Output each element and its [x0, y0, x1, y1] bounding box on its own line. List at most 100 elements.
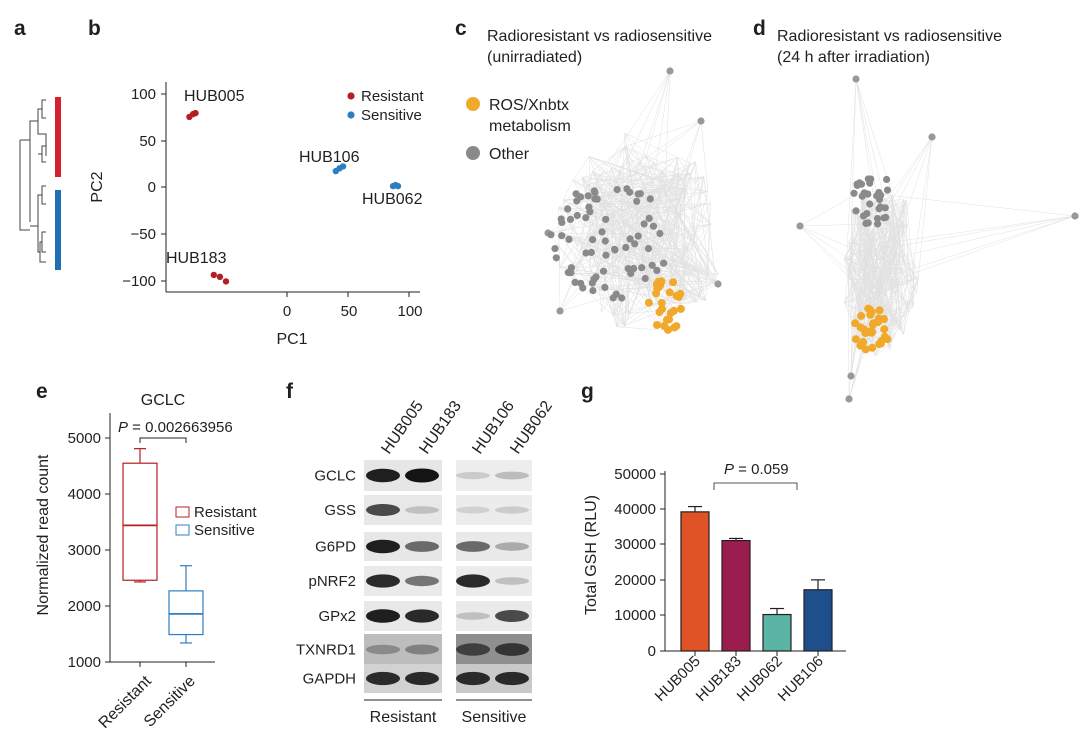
blot-band-g6pd-2	[456, 541, 490, 552]
boxplot-ytick-3000: 3000	[68, 542, 101, 559]
net-c-nodes	[544, 67, 722, 334]
net-c-ros-node-14	[662, 315, 671, 324]
net-d-other-node-7	[850, 189, 858, 197]
pca-point-resistant-4	[216, 273, 224, 280]
net-c-other-node-56	[602, 215, 610, 223]
pca-legend-sensitive: Sensitive	[361, 107, 422, 124]
net-c-other-node-0	[571, 278, 579, 286]
blot-band-gclc-0	[366, 468, 400, 483]
pca-point-resistant-2	[192, 109, 199, 117]
western-blot: HUB005 HUB183 HUB106 HUB062 GCLCGSSG6PDp…	[296, 398, 556, 726]
net-c-other-node-38	[623, 185, 631, 193]
pca-point-resistant-5	[222, 278, 230, 285]
panel-label-e: e	[36, 380, 48, 403]
bar-ytick-40000: 40000	[614, 501, 656, 518]
box-sensitive	[168, 565, 204, 644]
network-c-title-line2: (unirradiated)	[487, 49, 582, 66]
net-c-other-node-1	[660, 259, 668, 267]
pca-ytick-50: 50	[139, 133, 156, 150]
net-d-nodes	[796, 75, 1079, 403]
blot-band-gapdh-0	[366, 671, 400, 686]
net-c-other-node-20	[611, 245, 619, 253]
net-c-other-node-10	[649, 222, 658, 230]
net-d-outlier-node-5	[847, 372, 855, 380]
net-d-ros-node-21	[861, 329, 870, 337]
net-c-ros-node-1	[672, 322, 681, 331]
network-d-graph	[796, 75, 1079, 403]
net-d-outlier-node-1	[928, 133, 936, 141]
blot-band-gss-0	[366, 504, 400, 516]
blot-row-gss: GSS	[324, 495, 532, 525]
net-d-ros-node-19	[883, 335, 892, 344]
net-d-other-node-21	[873, 214, 882, 223]
net-c-ros-node-24	[672, 292, 681, 300]
net-c-other-node-7	[656, 229, 664, 238]
net-c-other-node-40	[552, 254, 560, 262]
net-d-outlier-node-4	[845, 395, 853, 403]
net-c-other-node-48	[589, 236, 597, 244]
net-c-other-node-69	[565, 235, 573, 243]
pca-ytick-0: 0	[148, 179, 156, 196]
network-d-title-line2: (24 h after irradiation)	[777, 49, 930, 66]
blot-band-txnrd1-1	[405, 644, 439, 655]
network-irradiated: Radioresistant vs radiosensitive (24 h a…	[777, 28, 1079, 403]
net-c-other-node-52	[582, 249, 590, 257]
net-c-other-node-65	[627, 269, 635, 277]
pca-label-hub183: HUB183	[166, 250, 227, 267]
blot-band-g6pd-1	[405, 541, 439, 552]
net-c-other-node-44	[644, 245, 653, 253]
net-d-ros-node-28	[851, 319, 860, 328]
net-c-other-node-58	[591, 189, 599, 197]
panel-label-c: c	[455, 17, 467, 40]
blot-band-pnrf2-3	[495, 577, 529, 585]
net-d-ros-node-29	[865, 305, 874, 314]
net-d-other-node-23	[859, 212, 868, 220]
blot-label-pnrf2: pNRF2	[308, 573, 356, 590]
blot-band-pnrf2-0	[366, 574, 400, 588]
boxplot-title: GCLC	[141, 392, 185, 409]
net-c-ros-node-23	[655, 308, 664, 317]
net-c-ros-node-10	[652, 289, 661, 298]
panel-label-d: d	[753, 17, 766, 40]
blot-band-pnrf2-2	[456, 574, 490, 588]
pca-label-hub062: HUB062	[362, 191, 423, 208]
blot-band-gpx2-0	[366, 609, 400, 623]
pca-ytick-minus100: −100	[122, 273, 156, 290]
net-d-other-node-3	[883, 175, 891, 184]
net-d-outlier-node-3	[1071, 212, 1079, 220]
legend-ros-marker	[466, 97, 480, 111]
net-c-other-node-27	[634, 190, 642, 198]
network-c-graph	[544, 67, 722, 334]
pca-legend-sensitive-marker	[347, 111, 355, 119]
blot-label-txnrd1: TXNRD1	[296, 642, 356, 659]
pca-ytick-100: 100	[131, 86, 156, 103]
panel-label-f: f	[286, 380, 294, 403]
net-c-other-node-13	[577, 193, 585, 201]
pca-xtick-50: 50	[341, 303, 358, 320]
blot-row-txnrd1: TXNRD1	[296, 634, 532, 665]
bar-hub106	[803, 589, 833, 652]
bar-ytick-50000: 50000	[614, 466, 656, 483]
net-c-other-node-47	[567, 269, 575, 277]
bar-ylabel: Total GSH (RLU)	[583, 495, 600, 615]
net-c-ros-node-13	[665, 288, 674, 297]
blot-band-gapdh-3	[495, 671, 529, 686]
net-c-other-node-54	[601, 237, 609, 245]
net-d-other-node-25	[866, 179, 874, 187]
bar-pvalue: P = 0.059	[724, 461, 789, 478]
net-c-other-node-29	[641, 274, 649, 283]
net-d-other-node-29	[864, 190, 872, 198]
net-c-ros-node-6	[676, 304, 685, 313]
net-d-ros-node-6	[880, 325, 889, 334]
blot-band-gss-1	[405, 506, 439, 514]
boxplot-significance-bracket	[139, 437, 187, 443]
net-d-ros-node-27	[869, 320, 877, 329]
pca-ylabel: PC2	[89, 171, 106, 202]
blot-band-gapdh-1	[405, 671, 439, 686]
blot-band-gclc-1	[405, 468, 439, 483]
legend-ros-line2: metabolism	[489, 118, 571, 135]
blot-band-gclc-3	[495, 471, 529, 480]
net-c-other-node-50	[547, 231, 555, 239]
net-d-ros-node-26	[868, 343, 877, 352]
blot-band-g6pd-3	[495, 542, 529, 551]
